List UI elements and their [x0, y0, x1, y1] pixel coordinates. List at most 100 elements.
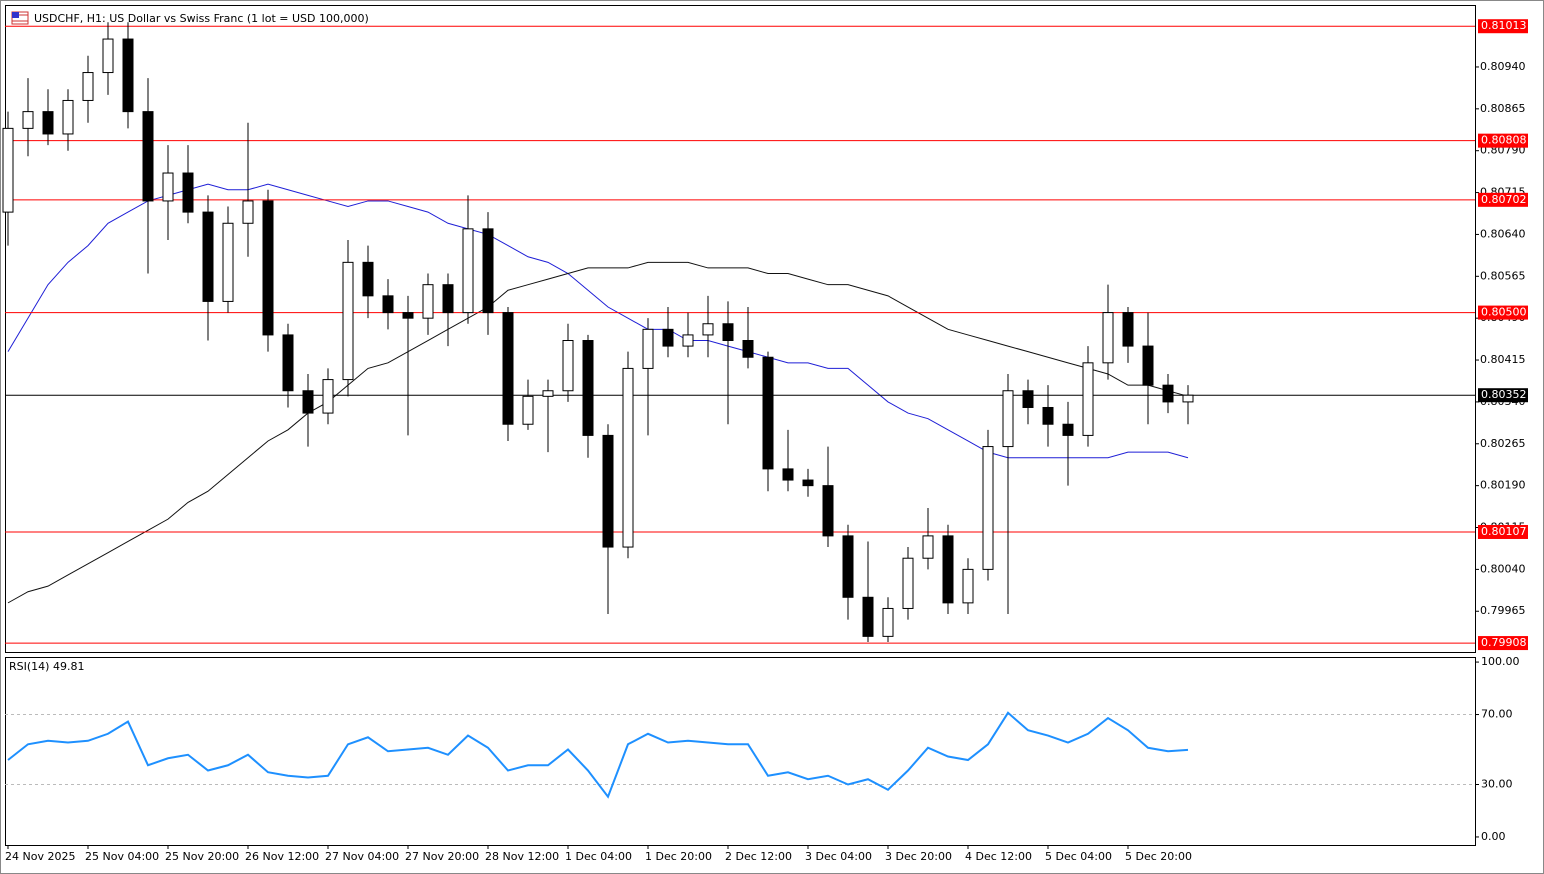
candle-body — [822, 485, 834, 537]
y-tick-label: 0.79965 — [1480, 604, 1526, 617]
candle-body — [42, 111, 54, 135]
y-tick-label: 0.80040 — [1480, 562, 1526, 575]
candle-body — [882, 607, 894, 637]
y-tick-label: 30.00 — [1481, 777, 1513, 790]
candle-body — [22, 111, 34, 129]
current-price-tag — [1478, 388, 1528, 403]
candle-body — [582, 340, 594, 436]
candle-body — [922, 535, 934, 559]
candle-body — [622, 367, 634, 548]
x-tick-label: 2 Dec 12:00 — [725, 850, 792, 863]
x-tick-label: 1 Dec 20:00 — [645, 850, 712, 863]
candle-body — [682, 334, 694, 347]
candle-body — [182, 172, 194, 213]
candle-body — [102, 38, 114, 74]
y-tick-label: 0.80940 — [1480, 60, 1526, 73]
level-label: 0.80107 — [1481, 525, 1527, 538]
candle-body — [62, 99, 74, 135]
symbol-flag — [11, 11, 29, 25]
candle-body — [282, 334, 294, 392]
candle-body — [422, 284, 434, 319]
candle-body — [442, 284, 454, 314]
level-tag — [1478, 192, 1528, 207]
y-tick-label: 70.00 — [1481, 708, 1513, 721]
level-label: 0.80500 — [1481, 306, 1527, 319]
level-label: 0.79908 — [1481, 636, 1527, 649]
candle-body — [1142, 345, 1154, 386]
candle-body — [482, 228, 494, 314]
x-tick-label: 25 Nov 04:00 — [85, 850, 159, 863]
rsi-line — [7, 711, 1189, 799]
rsi-title: RSI(14) 49.81 — [9, 660, 84, 673]
x-tick-label: 1 Dec 04:00 — [565, 850, 632, 863]
candle-body — [782, 468, 794, 481]
x-tick-label: 27 Nov 20:00 — [405, 850, 479, 863]
price-panel-frame — [5, 5, 1476, 653]
candle-body — [522, 395, 534, 425]
x-tick-label: 5 Dec 04:00 — [1045, 850, 1112, 863]
candle-body — [1062, 423, 1074, 436]
level-tag — [1478, 636, 1528, 651]
candle-body — [382, 295, 394, 314]
candle-body — [842, 535, 854, 598]
moving-average — [7, 261, 1189, 604]
candle-body — [122, 38, 134, 113]
level-tag — [1478, 19, 1528, 34]
candle-body — [1102, 312, 1114, 364]
current-price-label: 0.80352 — [1481, 388, 1527, 401]
candle-body — [762, 356, 774, 470]
y-tick-label: 0.80190 — [1480, 479, 1526, 492]
x-tick-label: 26 Nov 12:00 — [245, 850, 319, 863]
level-label: 0.80702 — [1481, 193, 1527, 206]
x-tick-label: 27 Nov 04:00 — [325, 850, 399, 863]
level-label: 0.81013 — [1481, 19, 1527, 32]
x-tick-label: 28 Nov 12:00 — [485, 850, 559, 863]
candle-body — [1002, 390, 1014, 448]
y-tick-label: 100.00 — [1481, 655, 1520, 668]
candle-body — [662, 328, 674, 347]
candle-body — [242, 200, 254, 224]
x-tick-label: 3 Dec 20:00 — [885, 850, 952, 863]
candle-body — [202, 211, 214, 302]
candle-body — [502, 312, 514, 425]
candle-body — [962, 568, 974, 604]
candle-body — [262, 200, 274, 336]
candle-body — [2, 127, 14, 213]
x-tick-label: 25 Nov 20:00 — [165, 850, 239, 863]
x-tick-label: 3 Dec 04:00 — [805, 850, 872, 863]
y-tick-label: 0.80865 — [1480, 102, 1526, 115]
candle-body — [862, 596, 874, 637]
x-tick-label: 24 Nov 2025 — [5, 850, 75, 863]
y-tick-label: 0.80415 — [1480, 353, 1526, 366]
candle-body — [722, 323, 734, 342]
candle-body — [402, 312, 414, 319]
candle-body — [642, 328, 654, 369]
candle-body — [322, 379, 334, 414]
candle-body — [342, 261, 354, 381]
candle-body — [82, 72, 94, 101]
candle-body — [902, 557, 914, 609]
candle-body — [802, 479, 814, 487]
candle-body — [1122, 312, 1134, 347]
rsi-panel-frame — [5, 657, 1476, 846]
candle-body — [1162, 384, 1174, 403]
candle-body — [142, 111, 154, 202]
y-tick-label: 0.80265 — [1480, 437, 1526, 450]
candle-body — [1082, 362, 1094, 436]
x-tick-label: 4 Dec 12:00 — [965, 850, 1032, 863]
level-tag — [1478, 133, 1528, 148]
candle-body — [162, 172, 174, 202]
candle-body — [1182, 394, 1194, 403]
level-tag — [1478, 524, 1528, 539]
candle-body — [542, 390, 554, 397]
candle-body — [562, 340, 574, 392]
x-tick-label: 5 Dec 20:00 — [1125, 850, 1192, 863]
candle-body — [362, 261, 374, 297]
candle-body — [302, 390, 314, 414]
level-tag — [1478, 305, 1528, 320]
candle-body — [742, 340, 754, 358]
candle-body — [222, 222, 234, 302]
candle-body — [702, 323, 714, 336]
chart-title: USDCHF, H1: US Dollar vs Swiss Franc (1 … — [34, 12, 369, 25]
